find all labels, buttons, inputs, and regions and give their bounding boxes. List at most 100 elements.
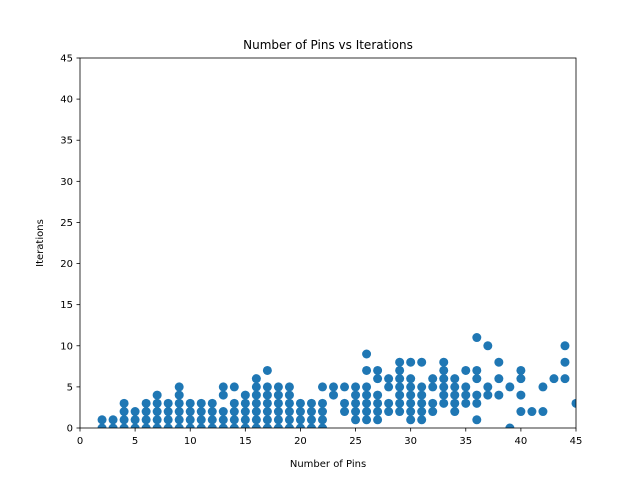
data-point <box>317 398 327 408</box>
data-point <box>406 382 416 392</box>
data-point <box>262 407 272 417</box>
data-point <box>229 415 239 425</box>
data-point <box>472 415 482 425</box>
data-point <box>373 415 383 425</box>
data-point <box>174 398 184 408</box>
data-point <box>406 357 416 367</box>
data-point <box>362 407 372 417</box>
data-point <box>395 357 405 367</box>
data-point <box>384 407 394 417</box>
data-point <box>163 398 173 408</box>
data-point <box>317 423 327 428</box>
data-point <box>295 407 305 417</box>
data-point <box>207 407 217 417</box>
data-point <box>262 415 272 425</box>
data-point <box>295 398 305 408</box>
data-point <box>483 382 493 392</box>
data-point <box>119 415 129 425</box>
x-tick-label: 10 <box>184 436 197 447</box>
data-point <box>284 407 294 417</box>
axes-frame <box>79 57 577 429</box>
data-point <box>516 407 526 417</box>
data-point <box>439 374 449 384</box>
data-point <box>273 390 283 400</box>
data-point <box>306 415 316 425</box>
data-point <box>373 390 383 400</box>
data-point <box>152 390 162 400</box>
y-tick-label: 35 <box>60 136 73 147</box>
data-point <box>417 357 427 367</box>
data-point <box>472 390 482 400</box>
data-point <box>251 390 261 400</box>
y-tick-label: 25 <box>60 218 73 229</box>
data-point <box>174 415 184 425</box>
x-tick-label: 15 <box>239 436 252 447</box>
data-point <box>240 398 250 408</box>
data-point <box>340 382 350 392</box>
data-point <box>295 415 305 425</box>
data-point <box>329 390 339 400</box>
y-tick-label: 0 <box>67 424 73 435</box>
data-point <box>185 415 195 425</box>
data-point <box>295 423 305 428</box>
data-point <box>207 423 217 428</box>
data-point <box>472 398 482 408</box>
x-tick-label: 20 <box>294 436 307 447</box>
data-point <box>251 407 261 417</box>
data-point <box>450 382 460 392</box>
data-point <box>218 415 228 425</box>
data-point <box>571 398 576 408</box>
data-point <box>273 398 283 408</box>
data-point <box>373 374 383 384</box>
data-point <box>384 374 394 384</box>
data-point <box>284 382 294 392</box>
data-point <box>97 423 107 428</box>
x-tick-label: 40 <box>515 436 528 447</box>
data-point <box>284 390 294 400</box>
data-point <box>428 374 438 384</box>
data-point <box>340 398 350 408</box>
data-point <box>317 382 327 392</box>
data-point <box>461 390 471 400</box>
data-point <box>384 382 394 392</box>
data-point <box>185 407 195 417</box>
data-point <box>505 382 515 392</box>
data-point <box>141 398 151 408</box>
data-point <box>273 407 283 417</box>
data-point <box>461 382 471 392</box>
data-point <box>417 398 427 408</box>
y-tick-label: 30 <box>60 177 73 188</box>
data-point <box>152 423 162 428</box>
axes-spines <box>79 57 577 429</box>
y-tick-label: 10 <box>60 341 73 352</box>
data-point <box>373 365 383 375</box>
data-point <box>329 382 339 392</box>
data-point <box>362 415 372 425</box>
data-point <box>384 398 394 408</box>
data-point <box>229 407 239 417</box>
data-point <box>516 390 526 400</box>
data-point <box>351 407 361 417</box>
data-point <box>284 398 294 408</box>
data-point <box>262 423 272 428</box>
data-point <box>340 407 350 417</box>
data-point <box>163 423 173 428</box>
data-point <box>141 407 151 417</box>
data-point <box>439 382 449 392</box>
data-point <box>483 341 493 351</box>
data-point <box>218 407 228 417</box>
data-point <box>450 390 460 400</box>
y-tick-label: 40 <box>60 95 73 106</box>
data-point <box>251 374 261 384</box>
data-point <box>494 374 504 384</box>
data-point <box>251 415 261 425</box>
data-point <box>229 423 239 428</box>
data-point <box>516 374 526 384</box>
data-point <box>406 415 416 425</box>
data-point <box>516 365 526 375</box>
data-point <box>251 423 261 428</box>
data-point <box>306 423 316 428</box>
data-point <box>450 398 460 408</box>
y-tick-label: 5 <box>67 382 73 393</box>
data-point <box>406 407 416 417</box>
